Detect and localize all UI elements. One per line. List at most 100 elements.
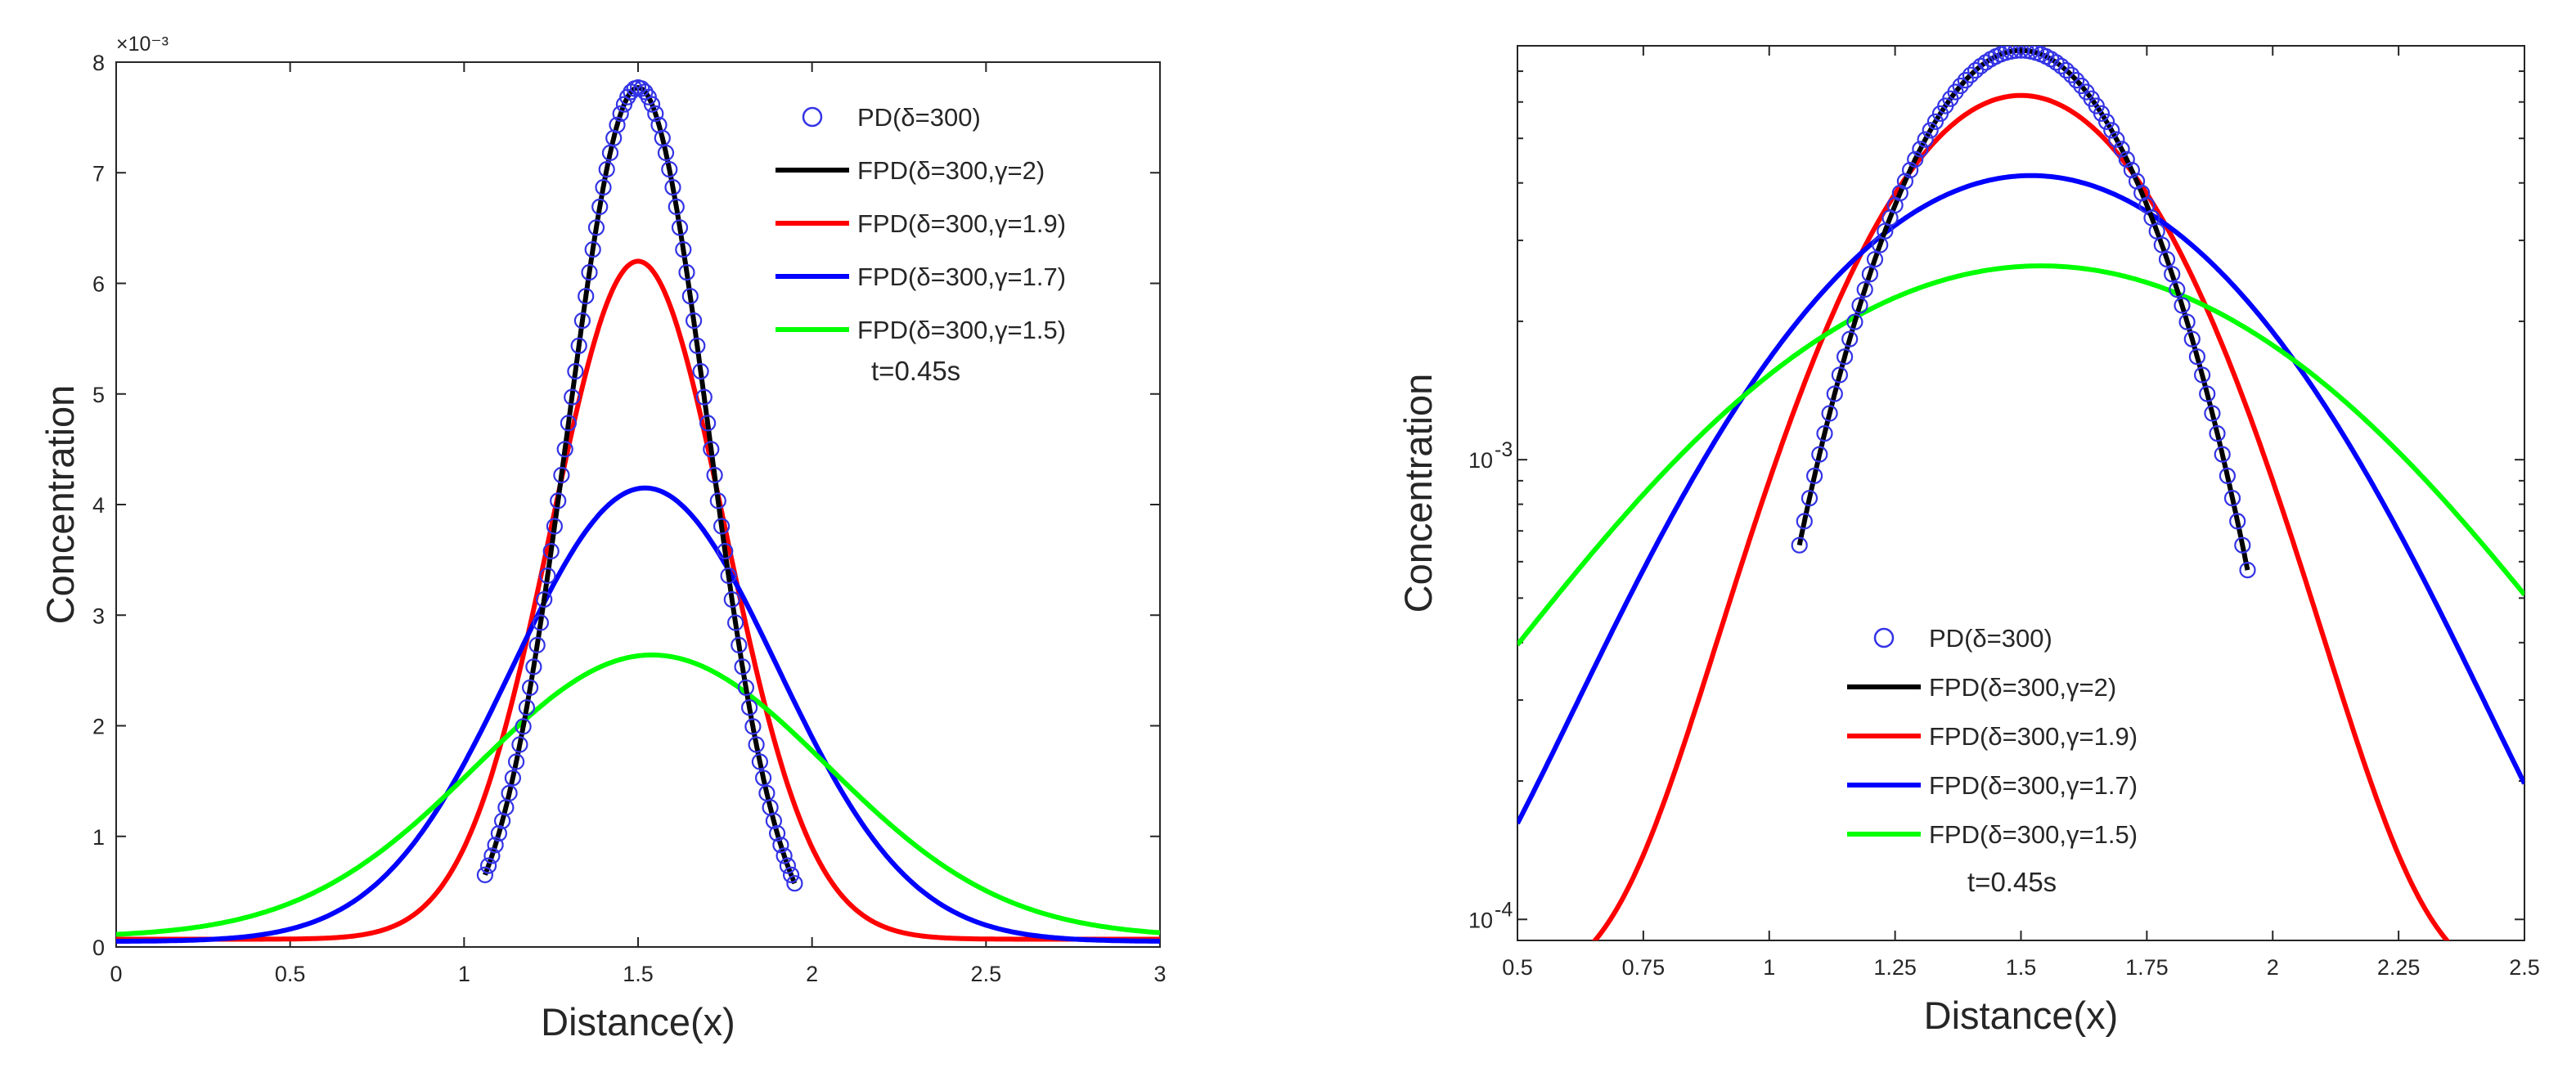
x-tick-label: 1 [458, 962, 470, 986]
data-point [720, 567, 737, 585]
data-point [775, 847, 793, 864]
data-point [1952, 77, 1969, 95]
data-point [1907, 150, 1924, 168]
data-point [2194, 366, 2211, 384]
data-point [737, 679, 755, 696]
x-tick-label: 0 [110, 962, 122, 986]
y-multiplier-label: ×10⁻³ [116, 33, 169, 56]
x-tick-label: 0.5 [1502, 955, 1533, 980]
data-point [553, 466, 570, 484]
data-point [501, 784, 518, 802]
data-point [2118, 150, 2135, 168]
data-point [1856, 280, 1873, 298]
data-point [2214, 446, 2231, 463]
data-point [2188, 348, 2205, 366]
data-point [2103, 122, 2120, 139]
data-point [1851, 297, 1868, 314]
legend-entry-1: FPD(δ=300,γ=2) [857, 156, 1045, 185]
data-point [1912, 141, 1929, 158]
data-point [779, 857, 797, 874]
data-point [2239, 561, 2256, 579]
y-axis-label: Concentration [1396, 374, 1440, 613]
data-point [1917, 131, 1934, 148]
data-point [587, 219, 605, 236]
series-markers-0 [1791, 46, 2256, 579]
data-point [556, 441, 573, 458]
data-point [1811, 446, 1828, 463]
data-point [782, 866, 800, 884]
series-line-4 [116, 652, 1160, 937]
data-point [1926, 113, 1944, 130]
data-point [692, 363, 709, 380]
data-point [2158, 251, 2176, 268]
y-tick-label: 6 [92, 272, 105, 297]
data-point [717, 542, 734, 560]
data-point [740, 699, 758, 716]
data-point [1967, 61, 1985, 79]
right-log-chart: 0.5 0.75 1 1.25 1.5 1.75 2 2.25 2.510 -410 -3Dista… [1396, 45, 2540, 1037]
data-point [581, 264, 598, 281]
data-point [1922, 122, 1939, 139]
data-point [479, 857, 497, 874]
data-point [542, 542, 560, 560]
legend-entry-4: FPD(δ=300,γ=1.5) [1929, 820, 2138, 849]
data-point [476, 866, 494, 884]
data-point [1801, 490, 1818, 507]
x-tick-label: 2.5 [971, 962, 1002, 986]
left-linear-chart: 0 0.5 1 1.5 2 2.5 3 0 1 2 3 4 5 6 7 8 ×10⁻³ Distance(x) Co… [38, 33, 1167, 1043]
data-point [536, 590, 553, 608]
data-point [1796, 513, 1813, 530]
data-point [609, 116, 626, 133]
data-point [2169, 280, 2186, 298]
data-point [2098, 113, 2115, 130]
data-point [1791, 536, 1808, 554]
data-point [2052, 57, 2070, 75]
data-point [539, 567, 556, 585]
data-point [2174, 297, 2191, 314]
plot-series [1517, 46, 2524, 940]
data-point [2108, 131, 2125, 148]
x-tick-label: 1.75 [2125, 955, 2169, 980]
data-point [695, 388, 713, 406]
data-point [521, 679, 539, 696]
data-point [511, 736, 528, 753]
x-tick-label: 1 [1763, 955, 1775, 980]
data-point [1896, 173, 1913, 190]
legend-entry-2: FPD(δ=300,γ=1.9) [857, 209, 1066, 238]
plot-series [116, 79, 1160, 945]
y-tick-label: 8 [92, 51, 105, 75]
series-line-2 [1591, 92, 2451, 940]
data-point [2093, 105, 2111, 122]
data-point [528, 636, 546, 654]
y-tick-label: 4 [92, 493, 105, 518]
data-point [1846, 313, 1863, 330]
data-point [699, 415, 717, 432]
data-point [685, 312, 703, 330]
data-point [515, 718, 532, 735]
x-tick-label: 3 [1153, 962, 1166, 986]
data-point [1821, 405, 1838, 422]
data-point [657, 144, 675, 161]
data-point [647, 105, 664, 123]
series-line-3 [1517, 173, 2524, 825]
data-point [706, 466, 723, 484]
data-point [615, 96, 633, 113]
x-tick-label: 1.5 [2006, 955, 2037, 980]
time-annotation: t=0.45s [1967, 867, 2057, 897]
y-tick-label: 2 [92, 715, 105, 739]
data-point [573, 312, 591, 330]
data-point [591, 198, 609, 215]
data-point [2199, 385, 2216, 402]
data-point [490, 824, 508, 842]
legend-swatch-0 [1873, 627, 1895, 648]
data-point [661, 161, 678, 178]
data-point [487, 837, 504, 854]
data-point [612, 105, 629, 123]
y-tick-label: 7 [92, 161, 105, 186]
data-point [483, 847, 501, 864]
data-point [518, 699, 536, 716]
y-tick-label: 1 [92, 825, 105, 850]
x-tick-label: 0.75 [1622, 955, 1666, 980]
data-point [754, 770, 772, 787]
